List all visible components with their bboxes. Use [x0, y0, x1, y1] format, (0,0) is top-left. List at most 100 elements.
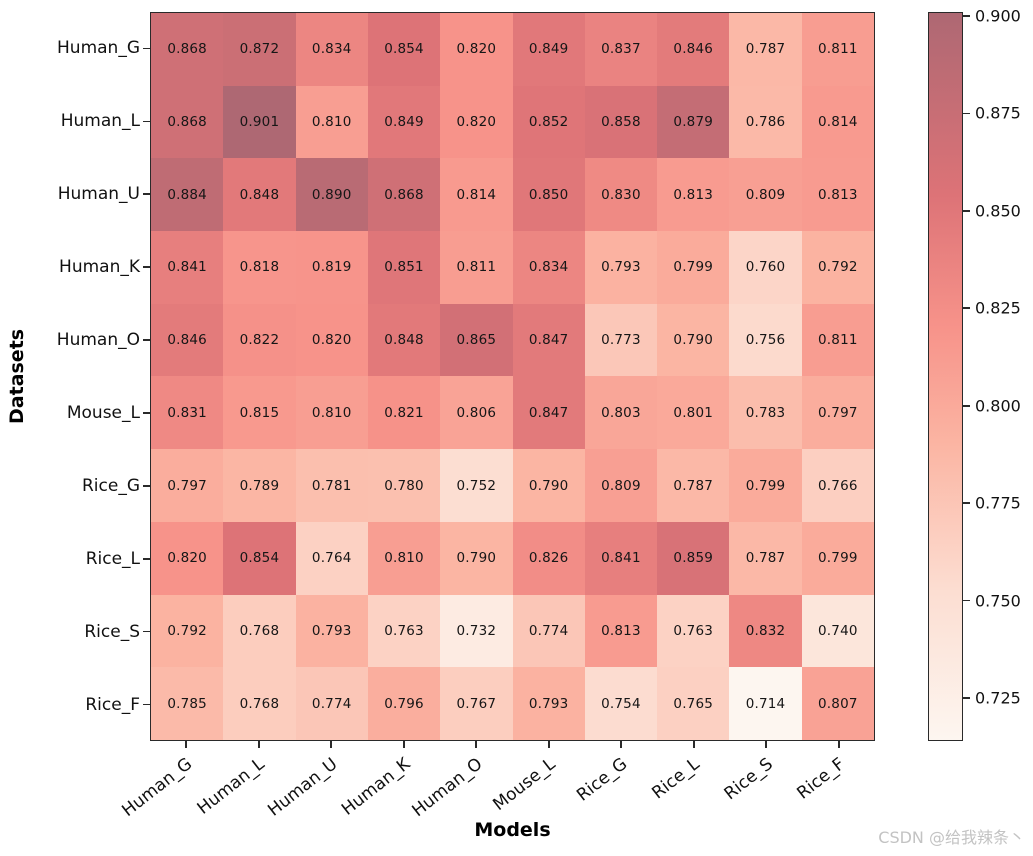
heatmap-cell: 0.848: [367, 303, 441, 377]
heatmap-cell: 0.810: [367, 521, 441, 595]
heatmap-cell: 0.819: [295, 231, 368, 304]
y-tick: [143, 193, 150, 196]
col-label: Mouse_L: [488, 754, 559, 815]
col-label: Rice_L: [648, 754, 704, 804]
heatmap-cell: 0.766: [801, 449, 874, 522]
heatmap-cell: 0.764: [295, 521, 368, 595]
y-tick: [143, 120, 150, 123]
heatmap-cell: 0.814: [440, 158, 513, 232]
heatmap-cell: 0.872: [223, 13, 296, 86]
heatmap-cell: 0.790: [657, 303, 730, 377]
col-label: Rice_F: [793, 754, 849, 804]
row-label: Human_G: [57, 38, 140, 59]
col-label: Rice_G: [573, 754, 632, 806]
heatmap-cell: 0.850: [512, 158, 585, 232]
heatmap-cell: 0.756: [729, 303, 802, 377]
heatmap-cell: 0.846: [151, 303, 224, 377]
x-axis-title: Models: [474, 819, 551, 841]
heatmap-cell: 0.868: [367, 158, 441, 232]
heatmap-cell: 0.787: [729, 13, 802, 86]
heatmap-cell: 0.714: [729, 667, 802, 740]
heatmap-plot: 0.868 0.872 0.834 0.854 0.820 0.849 0.837 0.846…: [150, 12, 875, 741]
heatmap-cell: 0.732: [440, 594, 513, 668]
heatmap-cell: 0.740: [801, 594, 874, 668]
heatmap-cell: 0.792: [151, 594, 224, 668]
colorbar-tick-label: 0.725: [975, 688, 1021, 708]
colorbar-tick-label: 0.850: [975, 201, 1021, 221]
y-axis-title: Datasets: [6, 328, 28, 425]
colorbar-tick: [963, 210, 970, 212]
row-label: Human_U: [57, 184, 140, 205]
col-label: Rice_S: [720, 754, 777, 805]
heatmap-cell: 0.786: [729, 85, 802, 159]
heatmap-cell: 0.890: [295, 158, 368, 232]
heatmap-cell: 0.803: [584, 376, 658, 450]
heatmap-cell: 0.763: [657, 594, 730, 668]
y-tick: [143, 557, 150, 560]
heatmap-cell: 0.765: [657, 667, 730, 740]
heatmap-cell: 0.868: [151, 13, 224, 86]
x-tick: [547, 741, 550, 748]
heatmap-cell: 0.768: [223, 594, 296, 668]
y-tick: [143, 703, 150, 706]
x-tick: [185, 741, 188, 748]
heatmap-cell: 0.754: [584, 667, 658, 740]
heatmap-cell: 0.752: [440, 449, 513, 522]
heatmap-cell: 0.820: [440, 13, 513, 86]
heatmap-cell: 0.830: [584, 158, 658, 232]
heatmap-cell: 0.810: [295, 376, 368, 450]
heatmap-cell: 0.815: [223, 376, 296, 450]
row-label: Rice_G: [81, 475, 140, 496]
col-label: Human_L: [194, 754, 269, 819]
heatmap-cell: 0.822: [223, 303, 296, 377]
colorbar-tick-label: 0.825: [975, 298, 1021, 318]
heatmap-cell: 0.849: [512, 13, 585, 86]
heatmap-cell: 0.767: [440, 667, 513, 740]
heatmap-cell: 0.831: [151, 376, 224, 450]
heatmap-grid: 0.868 0.872 0.834 0.854 0.820 0.849 0.837 0.846…: [151, 13, 874, 740]
heatmap-cell: 0.790: [512, 449, 585, 522]
heatmap-cell: 0.847: [512, 376, 585, 450]
col-label: Human_U: [264, 754, 342, 821]
row-label: Human_L: [60, 111, 140, 132]
colorbar-tick-label: 0.775: [975, 493, 1021, 513]
heatmap-cell: 0.849: [367, 85, 441, 159]
heatmap-cell: 0.821: [367, 376, 441, 450]
x-tick: [620, 741, 623, 748]
heatmap-cell: 0.813: [584, 594, 658, 668]
heatmap-cell: 0.818: [223, 231, 296, 304]
heatmap-cell: 0.813: [657, 158, 730, 232]
heatmap-cell: 0.868: [151, 85, 224, 159]
row-label: Mouse_L: [66, 402, 140, 423]
heatmap-cell: 0.901: [223, 85, 296, 159]
y-tick: [143, 412, 150, 414]
colorbar-tick-label: 0.875: [975, 103, 1021, 123]
heatmap-cell: 0.799: [801, 521, 874, 595]
heatmap-cell: 0.826: [512, 521, 585, 595]
row-label: Human_K: [59, 257, 140, 278]
col-label: Human_G: [118, 754, 197, 821]
heatmap-cell: 0.780: [367, 449, 441, 522]
y-tick: [143, 485, 150, 487]
heatmap-cell: 0.811: [440, 231, 513, 304]
heatmap-cell: 0.852: [512, 85, 585, 159]
x-tick: [330, 741, 333, 748]
heatmap-cell: 0.847: [512, 303, 585, 377]
heatmap-cell: 0.848: [223, 158, 296, 232]
heatmap-cell: 0.858: [584, 85, 658, 159]
heatmap-cell: 0.837: [584, 13, 658, 86]
x-tick: [837, 741, 840, 748]
colorbar-tick: [963, 112, 970, 115]
colorbar: [928, 12, 963, 741]
heatmap-cell: 0.774: [295, 667, 368, 740]
colorbar-tick: [963, 502, 970, 504]
colorbar-tick-label: 0.750: [975, 591, 1021, 611]
heatmap-cell: 0.787: [657, 449, 730, 522]
heatmap-cell: 0.820: [151, 521, 224, 595]
heatmap-cell: 0.814: [801, 85, 874, 159]
x-tick: [692, 741, 695, 748]
heatmap-cell: 0.799: [729, 449, 802, 522]
colorbar-tick-label: 0.800: [975, 396, 1021, 416]
heatmap-cell: 0.806: [440, 376, 513, 450]
